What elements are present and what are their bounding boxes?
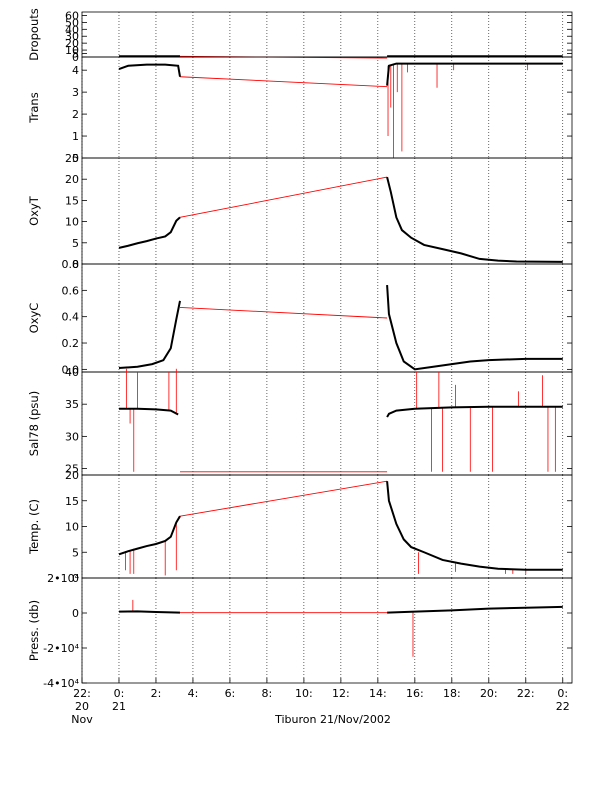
x-tick-label: 22 [556, 700, 570, 713]
panel-frame [81, 577, 573, 684]
y-tick-label: 2 [72, 108, 79, 121]
x-tick-label: 4: [188, 687, 199, 700]
panel-frame [81, 11, 573, 58]
y-tick-label: 5 [72, 546, 79, 559]
y-tick-label: 0.6 [62, 284, 80, 297]
x-tick-label: 22: [73, 687, 91, 700]
panel-oxyc: 0.0 0.2 0.4 0.6 0.8 OxyC [27, 258, 573, 376]
y-tick-label: 20 [65, 469, 79, 482]
panel-frame [81, 474, 573, 579]
y-tick-label: 3 [72, 86, 79, 99]
x-tick-label: 12: [332, 687, 350, 700]
y-tick-label: 5 [72, 237, 79, 250]
panel-label-sal78: Sal78 (psu) [27, 391, 41, 456]
y-tick-label: 0 [72, 152, 79, 165]
y-tick-label: 60 [65, 9, 79, 22]
y-tick-label: 25 [65, 463, 79, 476]
y-tick-label: 5 [72, 48, 79, 61]
x-tick-label: 8: [262, 687, 273, 700]
y-tick-label: 0.8 [62, 258, 80, 271]
y-tick-label: 20 [65, 37, 79, 50]
data-series [386, 481, 563, 571]
y-tick-label: 10 [65, 521, 79, 534]
panel-label-dropouts: Dropouts [27, 8, 41, 61]
panel-label-temp: Temp. (C) [27, 499, 41, 555]
y-tick-label: 10 [65, 216, 79, 229]
panels-group: 05102030405060Dropouts01234Trans05101520… [27, 8, 573, 690]
data-series [118, 407, 179, 416]
data-series [387, 605, 563, 614]
y-tick-label: 4 [72, 64, 79, 77]
y-tick-label: 0 [72, 258, 79, 271]
y-tick-label: 0.0 [62, 363, 80, 376]
y-tick-label: -2•10⁴ [43, 642, 79, 655]
panel-sal78: 25 30 35 40 Sal78 (psu) [27, 366, 573, 476]
y-tick-label: 1 [72, 130, 79, 143]
gap-line [179, 480, 388, 517]
panel-oxyt: 0 5 10 15 20 25 OxyT [27, 152, 573, 271]
panel-label-press: Press. (db) [27, 600, 41, 661]
y-tick-label: 20 [65, 173, 79, 186]
x-tick-label: 20 [75, 700, 89, 713]
y-tick-label: 40 [65, 366, 79, 379]
panel-label-oxyt: OxyT [27, 195, 41, 226]
y-tick-label: 2•10⁴ [47, 572, 79, 585]
x-tick-label: 16: [406, 687, 424, 700]
x-tick-label: 6: [225, 687, 236, 700]
chart-caption: Tiburon 21/Nov/2002 [274, 713, 391, 726]
y-tick-label: 10 [65, 44, 79, 57]
y-tick-label: 30 [65, 430, 79, 443]
y-tick-label: 0.4 [62, 311, 80, 324]
panel-label-trans: Trans [27, 92, 41, 123]
x-tick-label: 21 [112, 700, 126, 713]
y-tick-label: 15 [65, 194, 79, 207]
data-series [118, 63, 181, 77]
data-series [386, 62, 563, 86]
x-tick-label: Nov [71, 713, 93, 726]
y-tick-label: 25 [65, 152, 79, 165]
panel-frame [81, 157, 573, 265]
data-series [118, 610, 181, 614]
data-series [118, 300, 181, 370]
x-tick-label: 14: [369, 687, 387, 700]
panel-trans: 0 1 2 3 4 Trans [27, 56, 573, 165]
data-series [386, 285, 563, 371]
gap-line [179, 307, 388, 319]
x-tick-label: 18: [443, 687, 461, 700]
y-tick-label: 0 [72, 51, 79, 64]
data-series [386, 176, 563, 263]
y-tick-label: 15 [65, 495, 79, 508]
data-series [118, 216, 181, 249]
panel-temp: 0 5 10 15 20 Temp. (C) [27, 469, 573, 585]
x-tick-label: 0: [557, 687, 568, 700]
y-tick-label: 0.2 [62, 337, 80, 350]
data-series [118, 515, 181, 556]
y-tick-label: 30 [65, 30, 79, 43]
panel-frame [81, 56, 573, 159]
y-tick-label: 35 [65, 398, 79, 411]
x-tick-label: 2: [151, 687, 162, 700]
x-tick-label: 0: [114, 687, 125, 700]
y-tick-label: 40 [65, 23, 79, 36]
x-tick-label: 22: [517, 687, 535, 700]
x-tick-label: 10: [295, 687, 313, 700]
y-tick-label: -4•10⁴ [43, 677, 79, 690]
gap-line [179, 176, 388, 218]
x-tick-label: 20: [480, 687, 498, 700]
y-tick-label: 50 [65, 16, 79, 29]
y-tick-label: 0 [72, 607, 79, 620]
data-series [386, 405, 563, 418]
panel-label-oxyc: OxyC [27, 303, 41, 334]
gap-line [179, 76, 388, 88]
panel-frame [81, 263, 573, 373]
y-tick-label: 0 [72, 572, 79, 585]
panel-frame [81, 371, 573, 476]
